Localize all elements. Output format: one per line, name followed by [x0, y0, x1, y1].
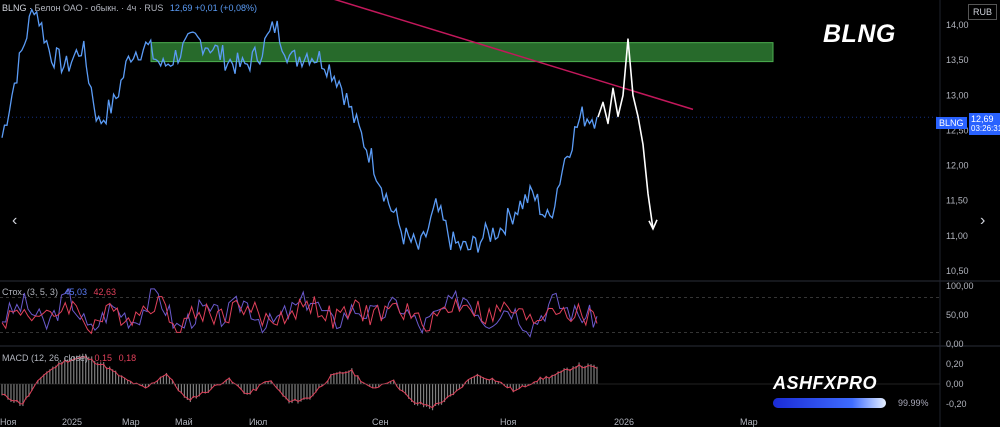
progress-fill — [773, 398, 886, 408]
price-tick-label: 12,50 — [946, 125, 969, 135]
price-series-line — [1, 7, 598, 253]
stoch-d-value: 42,63 — [93, 287, 117, 297]
price-tick-label: 13,00 — [946, 90, 969, 100]
stoch-k-value: 45,03 — [64, 287, 87, 297]
progress-text: 99.99% — [898, 398, 929, 408]
last-price-symbol-tag: BLNG — [936, 117, 967, 129]
macd-value-1: 0,15 — [94, 353, 113, 363]
chart-title: BLNG — [823, 20, 896, 48]
brand-logo: ASHFXPRO — [773, 373, 878, 393]
stoch-tick-label: 0,00 — [946, 339, 964, 349]
time-tick-label: 2026 — [614, 417, 634, 427]
time-tick-label: Ноя — [0, 417, 17, 427]
time-tick-label: Сен — [372, 417, 389, 427]
macd-label: MACD (12, 26, close) — [2, 353, 89, 363]
price-tick-label: 14,00 — [946, 20, 969, 30]
forecast-arrow-icon — [648, 219, 658, 231]
macd-tick-label: -0,20 — [946, 399, 967, 409]
last-price-value: 12,69 — [971, 114, 994, 124]
stoch-legend[interactable]: Стох. (3, 5, 3) 45,03 42,63 — [2, 287, 116, 297]
exchange-label: RUS — [144, 3, 164, 13]
symbol-header: BLNG · Белон ОАО - обыкн. · 4ч · RUS 12,… — [2, 3, 257, 13]
macd-value-2: 0,18 — [118, 353, 137, 363]
price-tick-label: 12,00 — [946, 161, 969, 171]
stoch-label: Стох. (3, 5, 3) — [2, 287, 58, 297]
quote-label: 12,69 +0,01 (+0,08%) — [169, 3, 257, 13]
bar-countdown: 03:26:31 — [971, 124, 1000, 133]
macd-tick-label: 0,00 — [946, 379, 964, 389]
time-tick-label: Июл — [249, 417, 267, 427]
macd-tick-label: 0,20 — [946, 359, 964, 369]
last-price-tag: 12,69 03:26:31 — [969, 113, 1000, 135]
timeframe-label[interactable]: 4ч — [126, 3, 137, 13]
price-tick-label: 10,50 — [946, 266, 969, 276]
ticker-label[interactable]: BLNG — [2, 3, 27, 13]
price-tick-label: 11,50 — [946, 196, 968, 206]
progress-bar — [773, 398, 886, 408]
chevron-left-icon[interactable]: ‹ — [12, 212, 18, 229]
stoch-tick-label: 50,00 — [946, 310, 969, 320]
stoch-d-line — [1, 296, 598, 335]
trendline — [333, 0, 694, 111]
price-tick-label: 13,50 — [946, 55, 969, 65]
resistance-zone — [150, 42, 774, 63]
time-tick-label: Мар — [740, 417, 758, 427]
macd-legend[interactable]: MACD (12, 26, close) 0,15 0,18 — [2, 353, 136, 363]
time-tick-label: 2025 — [62, 417, 82, 427]
forecast-path — [597, 38, 654, 229]
stoch-tick-label: 100,00 — [946, 281, 974, 291]
time-tick-label: Ноя — [500, 417, 517, 427]
macd-signal-line — [1, 356, 598, 409]
price-tick-label: 11,00 — [946, 231, 968, 241]
instrument-name: Белон ОАО - обыкн. — [34, 3, 119, 13]
time-tick-label: Май — [175, 417, 193, 427]
currency-button[interactable]: RUB — [968, 4, 998, 20]
chevron-right-icon[interactable]: › — [980, 212, 986, 229]
time-tick-label: Мар — [122, 417, 140, 427]
